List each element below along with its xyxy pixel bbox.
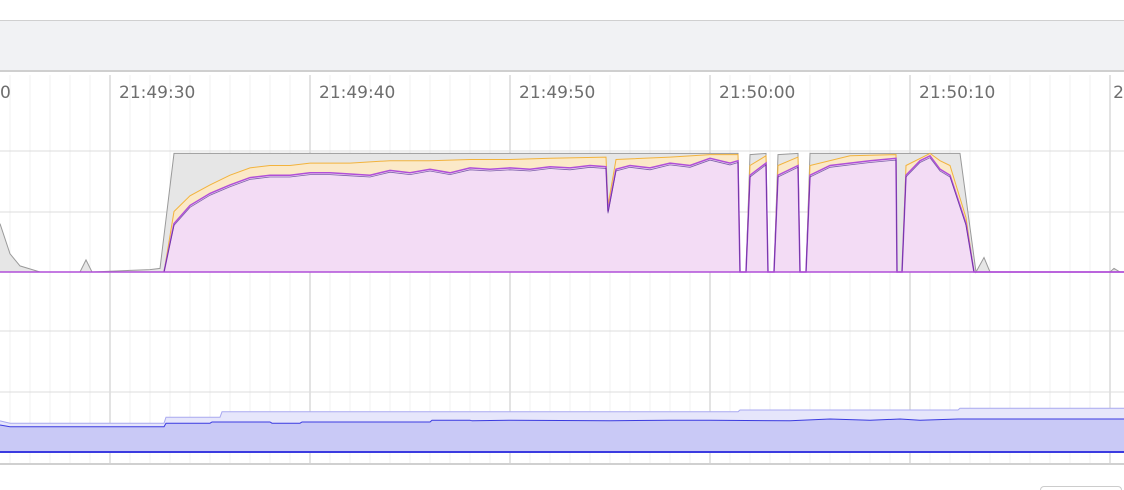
timeline-header <box>0 20 1124 72</box>
time-tick-label: 21:50:10 <box>919 83 996 103</box>
cpu-purple-series-area <box>164 155 1124 272</box>
time-tick-label: 21:50:00 <box>719 83 796 103</box>
time-tick-label: 0 <box>0 83 11 103</box>
memory-total-series-line <box>0 407 1124 424</box>
time-tick-label: 21:49:50 <box>519 83 596 103</box>
memory-used-series-line <box>0 418 1124 428</box>
corner-control[interactable] <box>1040 486 1122 490</box>
cpu-purple-dark-line <box>163 157 1124 273</box>
memory-used-series-area <box>0 419 1124 452</box>
time-tick-label: 2 <box>1113 83 1124 103</box>
time-tick-label: 21:49:40 <box>319 83 396 103</box>
time-tick-label: 21:49:30 <box>119 83 196 103</box>
